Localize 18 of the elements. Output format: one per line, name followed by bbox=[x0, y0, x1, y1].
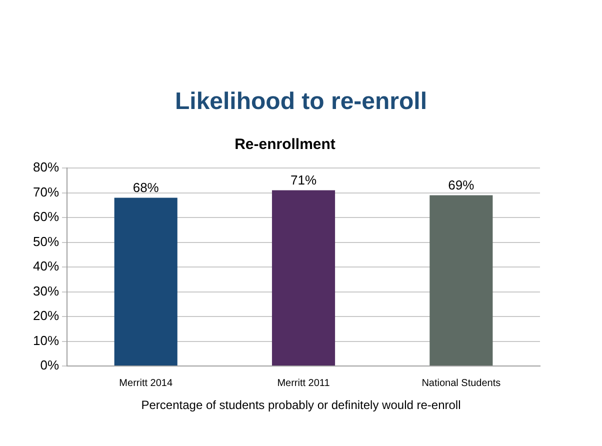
data-label: 68% bbox=[132, 180, 160, 195]
y-tick-label: 10% bbox=[32, 332, 60, 348]
x-tick-label: National Students bbox=[422, 378, 501, 389]
y-tick-label: 60% bbox=[32, 209, 60, 224]
y-tick-label: 80% bbox=[32, 160, 60, 175]
x-tick-label: Merritt 2011 bbox=[277, 378, 330, 389]
y-tick-label: 0% bbox=[40, 358, 60, 373]
data-label: 71% bbox=[290, 172, 317, 188]
y-tick-label: 30% bbox=[32, 283, 60, 298]
y-tick-label: 20% bbox=[32, 308, 60, 324]
text: Percentage of students probably or definitely would re-enroll bbox=[140, 398, 462, 412]
data-label: 69% bbox=[448, 177, 475, 192]
y-tick-label: 70% bbox=[32, 184, 60, 200]
chart-title: Likelihood to re-enroll bbox=[174, 88, 428, 116]
y-tick-label: 40% bbox=[32, 258, 60, 274]
chart-subtitle: Re-enrollment bbox=[234, 136, 336, 154]
x-tick-label: Merritt 2014 bbox=[119, 378, 173, 389]
y-tick-label: 50% bbox=[32, 234, 60, 249]
